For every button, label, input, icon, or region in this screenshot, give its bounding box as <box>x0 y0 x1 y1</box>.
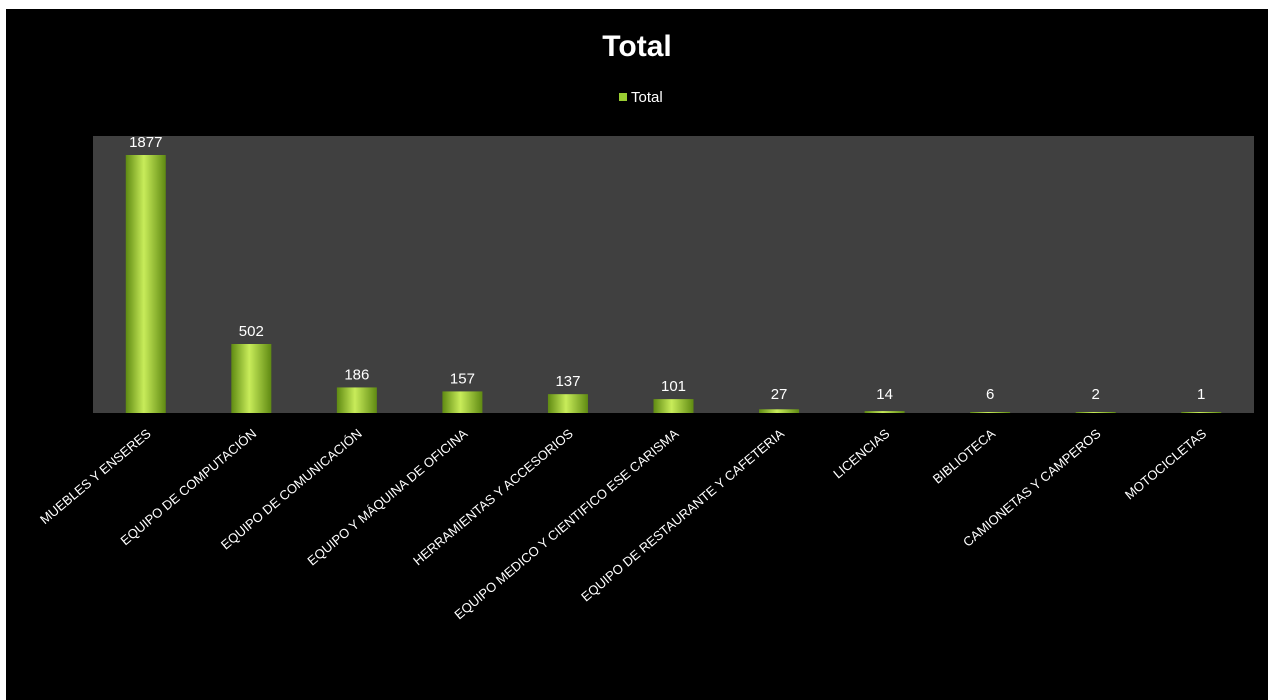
data-label: 14 <box>876 386 893 403</box>
bar-chart: Total Total 1877 502 186 157 137 101 27 14 6 2 1 M… <box>37 30 1254 623</box>
x-tick-label: EQUIPO DE RESTAURANTE Y CAFETERIA <box>578 426 787 605</box>
legend: Total <box>619 89 663 106</box>
x-tick-label: LICENCIAS <box>830 426 892 482</box>
bar <box>336 387 377 413</box>
chart-area: Total Total 1877 502 186 157 137 101 27 14 6 2 1 M… <box>6 9 1268 700</box>
x-tick-label: MOTOCICLETAS <box>1122 426 1210 503</box>
data-label: 1877 <box>129 134 162 151</box>
x-tick-label: BIBLIOTECA <box>930 426 999 487</box>
data-label: 6 <box>986 386 994 403</box>
data-label: 1 <box>1197 386 1205 403</box>
bar <box>547 394 588 413</box>
bar <box>1075 412 1116 413</box>
bar <box>653 399 694 413</box>
bar <box>970 412 1011 413</box>
x-tick-label: MUEBLES Y ENSERES <box>37 426 154 527</box>
bar <box>125 155 166 413</box>
data-label: 101 <box>661 378 686 395</box>
data-label: 186 <box>344 366 369 383</box>
bars <box>125 155 1222 413</box>
chart-title: Total <box>602 30 671 63</box>
data-label: 27 <box>771 386 788 403</box>
bar <box>442 391 483 413</box>
data-label: 2 <box>1092 386 1100 403</box>
bar <box>864 411 905 413</box>
legend-label: Total <box>631 89 663 106</box>
data-labels: 1877 502 186 157 137 101 27 14 6 2 1 <box>129 134 1205 403</box>
x-tick-label: EQUIPO MEDICO Y CIENTIFICO ESE CARISMA <box>451 426 681 623</box>
data-label: 137 <box>555 373 580 390</box>
data-label: 157 <box>450 370 475 387</box>
legend-swatch <box>619 93 627 101</box>
bar <box>1181 412 1222 413</box>
bar <box>231 343 272 413</box>
data-label: 502 <box>239 323 264 340</box>
plot-area <box>93 136 1254 413</box>
bar <box>759 409 800 413</box>
